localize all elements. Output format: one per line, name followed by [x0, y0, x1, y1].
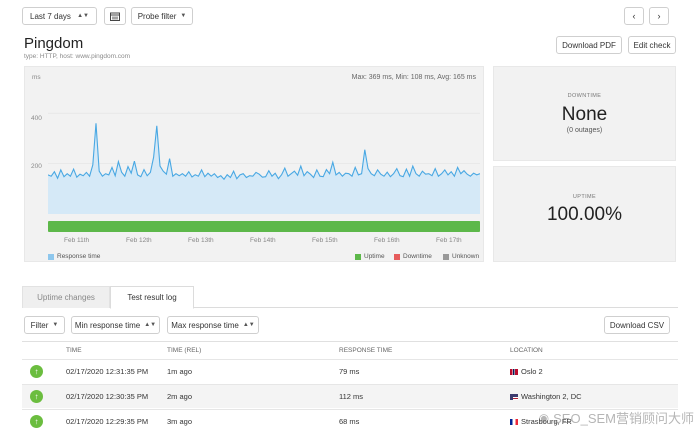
legend-label: Downtime — [403, 253, 432, 260]
prev-button[interactable]: ‹ — [624, 7, 644, 25]
min-response-label: Min response time — [74, 320, 141, 330]
status-up-icon: ↑ — [30, 415, 43, 428]
probe-filter-select[interactable]: Probe filter ▼ — [131, 7, 193, 25]
up-down-caret-icon: ▲▼ — [144, 322, 157, 328]
legend-swatch — [48, 253, 54, 260]
chevron-left-icon: ‹ — [632, 11, 636, 21]
uptime-status-bar — [48, 221, 480, 232]
tab-uptime-changes[interactable]: Uptime changes — [22, 286, 110, 308]
table-row[interactable]: ↑ 02/17/2020 12:29:35 PM 3m ago 68 ms St… — [22, 409, 678, 433]
x-tick-label: Feb 12th — [126, 237, 152, 244]
up-down-caret-icon: ▲▼ — [77, 13, 89, 19]
table-top-line — [22, 341, 678, 342]
x-tick-label: Feb 17th — [436, 237, 462, 244]
legend-swatch — [443, 253, 449, 260]
status-up-icon: ↑ — [30, 365, 43, 378]
legend-label: Response time — [57, 253, 101, 260]
max-response-label: Max response time — [171, 320, 239, 330]
row-location: Strasbourg, FR — [510, 417, 572, 426]
check-subtitle: type: HTTP, host: www.pingdom.com — [24, 53, 131, 60]
x-tick-label: Feb 14th — [250, 237, 276, 244]
table-row[interactable]: ↑ 02/17/2020 12:30:35 PM 2m ago 112 ms W… — [22, 384, 678, 408]
flag-norway-icon — [510, 369, 518, 376]
calendar-button[interactable] — [104, 7, 126, 25]
response-time-line — [48, 123, 480, 181]
legend-swatch — [355, 253, 361, 260]
response-time-chart — [48, 112, 480, 214]
download-pdf-button[interactable]: Download PDF — [556, 36, 622, 54]
status-up-icon: ↑ — [30, 390, 43, 403]
table-row[interactable]: ↑ 02/17/2020 12:31:35 PM 1m ago 79 ms Os… — [22, 359, 678, 383]
up-down-caret-icon: ▲▼ — [242, 322, 255, 328]
row-time: 02/17/2020 12:30:35 PM — [66, 392, 149, 401]
y-tick-label: 400 — [31, 115, 42, 122]
y-tick-label: 200 — [31, 163, 42, 170]
col-header-location[interactable]: LOCATION — [510, 347, 543, 354]
row-time-rel: 1m ago — [167, 367, 193, 376]
chevron-down-icon: ▼ — [180, 13, 187, 19]
date-range-select[interactable]: Last 7 days ▲▼ — [22, 7, 97, 25]
legend-uptime: Uptime — [355, 253, 385, 260]
tab-test-result-log[interactable]: Test result log — [110, 286, 194, 309]
uptime-label: UPTIME — [572, 194, 597, 200]
tab-bar-line — [22, 307, 678, 308]
row-location: Washington 2, DC — [510, 392, 582, 401]
row-response: 112 ms — [339, 392, 364, 401]
chevron-down-icon: ▼ — [52, 322, 59, 328]
downtime-value: None — [561, 104, 608, 125]
legend-label: Unknown — [452, 253, 480, 260]
watermark-text: SEO_SEM营销顾问大师 — [553, 411, 694, 426]
filter-label: Filter — [30, 320, 49, 330]
row-response: 79 ms — [339, 367, 360, 376]
row-time-rel: 2m ago — [167, 392, 193, 401]
uptime-value: 100.00% — [546, 204, 622, 225]
row-location-text: Oslo 2 — [521, 367, 543, 376]
next-button[interactable]: › — [649, 7, 669, 25]
col-header-time-rel[interactable]: TIME (REL) — [167, 347, 202, 354]
row-location-text: Strasbourg, FR — [521, 417, 572, 426]
y-axis-label: ms — [32, 74, 41, 81]
uptime-panel: UPTIME 100.00% — [493, 166, 676, 262]
filter-select[interactable]: Filter ▼ — [24, 316, 65, 334]
legend-label: Uptime — [364, 253, 385, 260]
col-header-time[interactable]: TIME — [66, 347, 82, 354]
row-location-text: Washington 2, DC — [521, 392, 582, 401]
x-tick-label: Feb 15th — [312, 237, 338, 244]
date-range-value: Last 7 days — [30, 11, 71, 21]
page-title: Pingdom — [24, 35, 84, 52]
chevron-right-icon: › — [657, 11, 661, 21]
flag-france-icon — [510, 419, 518, 426]
row-time: 02/17/2020 12:29:35 PM — [66, 417, 149, 426]
downtime-label: DOWNTIME — [567, 93, 602, 99]
row-time-rel: 3m ago — [167, 417, 193, 426]
outages-count: (0 outages) — [566, 127, 603, 134]
row-time: 02/17/2020 12:31:35 PM — [66, 367, 149, 376]
legend-downtime: Downtime — [394, 253, 432, 260]
x-tick-label: Feb 11th — [64, 237, 90, 244]
row-response: 68 ms — [339, 417, 360, 426]
flag-usa-icon — [510, 394, 518, 401]
downtime-panel: DOWNTIME None (0 outages) — [493, 66, 676, 161]
response-time-area — [48, 123, 480, 214]
x-tick-label: Feb 13th — [188, 237, 214, 244]
col-header-response-time[interactable]: RESPONSE TIME — [339, 347, 393, 354]
legend-swatch — [394, 253, 400, 260]
wechat-icon: ◉ — [538, 410, 550, 425]
chart-stats: Max: 369 ms, Min: 108 ms, Avg: 165 ms — [351, 74, 476, 81]
watermark: ◉ SEO_SEM营销顾问大师 — [539, 408, 694, 427]
calendar-icon — [110, 12, 120, 21]
download-csv-button[interactable]: Download CSV — [604, 316, 670, 334]
min-response-select[interactable]: Min response time ▲▼ — [71, 316, 160, 334]
probe-filter-label: Probe filter — [137, 11, 177, 21]
edit-check-button[interactable]: Edit check — [628, 36, 676, 54]
legend-response-time: Response time — [48, 253, 100, 260]
legend-unknown: Unknown — [443, 253, 479, 260]
max-response-select[interactable]: Max response time ▲▼ — [167, 316, 259, 334]
row-location: Oslo 2 — [510, 367, 543, 376]
x-tick-label: Feb 16th — [374, 237, 400, 244]
